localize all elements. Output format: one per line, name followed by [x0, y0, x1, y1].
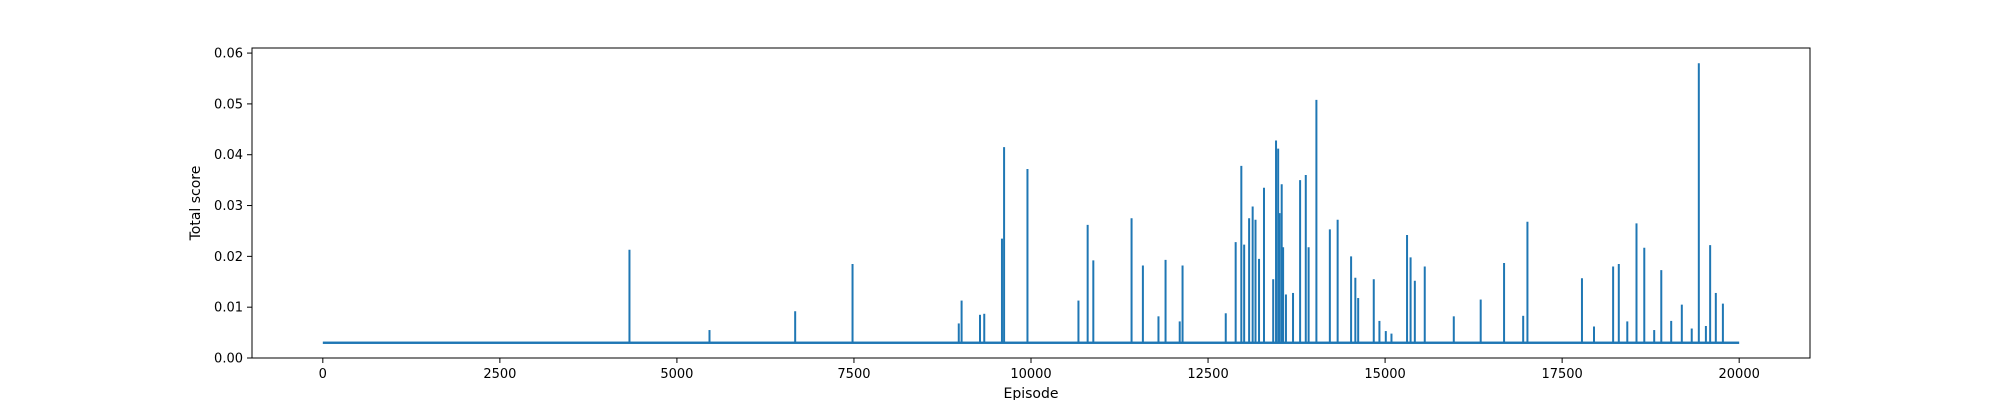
- y-tick-label: 0.00: [214, 352, 243, 367]
- baseline-trace: [322, 341, 1740, 344]
- x-tick-label: 17500: [1541, 367, 1582, 382]
- x-tick-label: 5000: [660, 367, 693, 382]
- x-tick-label: 20000: [1719, 367, 1760, 382]
- x-tick-label: 7500: [837, 367, 870, 382]
- x-tick-label: 15000: [1364, 367, 1405, 382]
- y-axis-label: Total score: [188, 166, 204, 242]
- y-tick-label: 0.05: [214, 97, 243, 112]
- x-tick-label: 0: [319, 367, 327, 382]
- axes: 0 2500 5000 7500 10000 12500 15000 17500 20000 0.…: [214, 47, 1811, 382]
- y-tick-label: 0.04: [214, 148, 243, 163]
- x-axis-label: Episode: [1004, 386, 1059, 400]
- x-tick-label: 2500: [483, 367, 516, 382]
- x-tick-label: 10000: [1010, 367, 1051, 382]
- y-tick-label: 0.06: [214, 47, 243, 62]
- x-tick-label: 12500: [1187, 367, 1228, 382]
- plot-area: [322, 63, 1740, 344]
- y-tick-label: 0.02: [214, 250, 243, 265]
- y-tick-label: 0.03: [214, 199, 243, 214]
- y-tick-label: 0.01: [214, 301, 243, 316]
